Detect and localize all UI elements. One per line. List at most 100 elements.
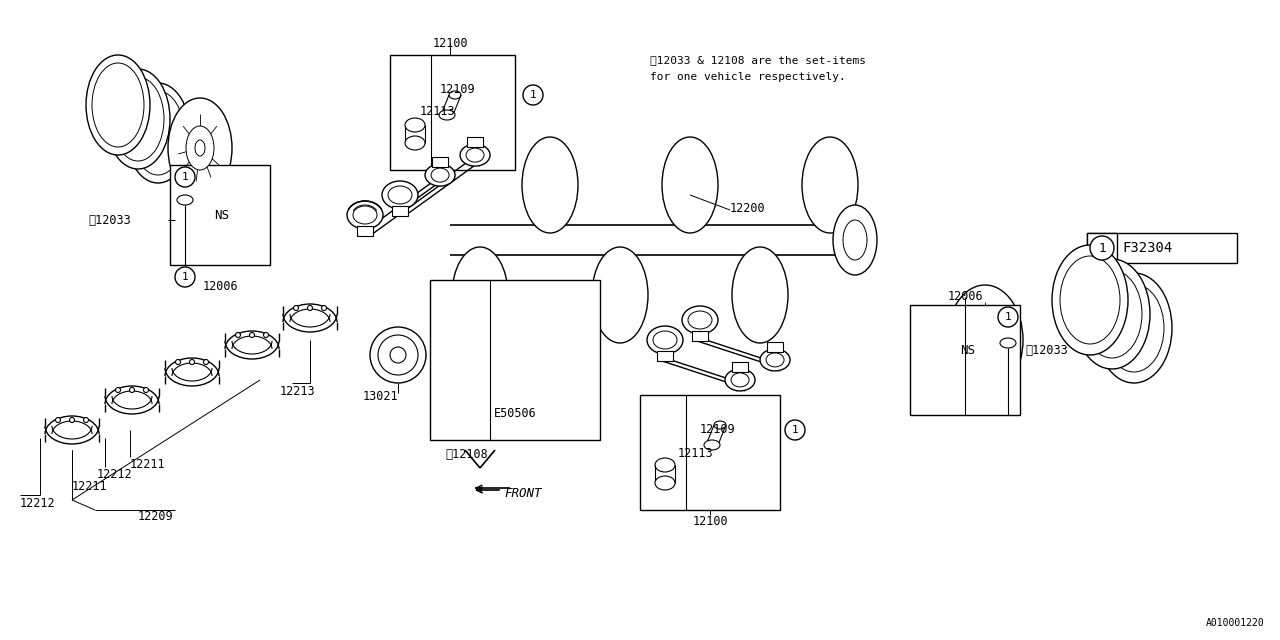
Text: 1: 1 — [182, 272, 188, 282]
Ellipse shape — [132, 91, 184, 175]
Text: 12100: 12100 — [433, 37, 467, 50]
Text: ※12033 & 12108 are the set-items: ※12033 & 12108 are the set-items — [650, 55, 867, 65]
Circle shape — [175, 167, 195, 187]
Text: NS: NS — [215, 209, 229, 221]
Ellipse shape — [765, 353, 785, 367]
Bar — [430, 280, 600, 440]
Bar — [433, 157, 448, 167]
Text: for one vehicle respectively.: for one vehicle respectively. — [650, 72, 846, 82]
Circle shape — [69, 417, 74, 422]
Bar — [357, 226, 372, 236]
Bar — [170, 165, 270, 265]
Ellipse shape — [646, 326, 684, 354]
Ellipse shape — [195, 140, 205, 156]
Text: 1: 1 — [182, 172, 188, 182]
Ellipse shape — [177, 195, 193, 205]
Text: 12006: 12006 — [947, 290, 983, 303]
Ellipse shape — [86, 55, 150, 155]
Ellipse shape — [724, 369, 755, 391]
Text: ※12033: ※12033 — [1025, 344, 1068, 356]
Text: 12113: 12113 — [678, 447, 714, 460]
Ellipse shape — [979, 331, 991, 349]
Text: 12211: 12211 — [72, 480, 108, 493]
Text: 12212: 12212 — [97, 468, 133, 481]
Circle shape — [264, 333, 269, 337]
Ellipse shape — [452, 247, 508, 343]
Text: ※12108: ※12108 — [445, 448, 488, 461]
Ellipse shape — [1060, 256, 1120, 344]
Bar — [1087, 233, 1117, 263]
Text: A010001220: A010001220 — [1206, 618, 1265, 628]
Circle shape — [115, 387, 120, 392]
Circle shape — [1091, 236, 1114, 260]
Text: NS: NS — [960, 344, 975, 356]
Ellipse shape — [833, 205, 877, 275]
Circle shape — [370, 327, 426, 383]
Circle shape — [175, 267, 195, 287]
Circle shape — [378, 335, 419, 375]
Ellipse shape — [844, 220, 867, 260]
Circle shape — [998, 307, 1018, 327]
Text: 1: 1 — [791, 425, 799, 435]
Bar — [732, 362, 748, 372]
Ellipse shape — [186, 126, 214, 170]
Circle shape — [390, 347, 406, 363]
Ellipse shape — [460, 144, 490, 166]
Ellipse shape — [439, 110, 454, 120]
Ellipse shape — [125, 83, 189, 183]
Text: 13021: 13021 — [362, 390, 398, 403]
Ellipse shape — [168, 98, 232, 198]
Text: E50506: E50506 — [494, 407, 536, 420]
Text: F32304: F32304 — [1123, 241, 1172, 255]
Text: 12006: 12006 — [202, 280, 238, 293]
Ellipse shape — [682, 306, 718, 334]
Ellipse shape — [662, 137, 718, 233]
Circle shape — [236, 333, 241, 337]
Bar — [392, 206, 408, 216]
Text: 1: 1 — [530, 90, 536, 100]
Ellipse shape — [1000, 338, 1016, 348]
Ellipse shape — [1052, 245, 1128, 355]
Ellipse shape — [760, 349, 790, 371]
Circle shape — [143, 387, 148, 392]
Ellipse shape — [425, 164, 456, 186]
Ellipse shape — [113, 77, 164, 161]
Text: 12100: 12100 — [692, 515, 728, 528]
Circle shape — [321, 305, 326, 310]
Ellipse shape — [388, 186, 412, 204]
Bar — [767, 342, 783, 352]
Ellipse shape — [591, 247, 648, 343]
Text: 12113: 12113 — [420, 105, 456, 118]
Ellipse shape — [381, 181, 419, 209]
Circle shape — [129, 387, 134, 392]
Bar — [467, 137, 483, 147]
Circle shape — [55, 417, 60, 422]
Ellipse shape — [1096, 273, 1172, 383]
Text: 12213: 12213 — [280, 385, 316, 398]
Ellipse shape — [731, 373, 749, 387]
Text: FRONT: FRONT — [504, 486, 541, 499]
Bar — [640, 395, 780, 510]
Ellipse shape — [969, 316, 1001, 364]
Bar — [692, 331, 708, 341]
Bar — [910, 305, 1020, 415]
Ellipse shape — [689, 311, 712, 329]
Bar — [390, 55, 515, 170]
Circle shape — [204, 360, 209, 365]
Circle shape — [175, 360, 180, 365]
Circle shape — [307, 305, 312, 310]
Ellipse shape — [803, 137, 858, 233]
Bar — [657, 351, 673, 361]
Ellipse shape — [655, 458, 675, 472]
Ellipse shape — [732, 247, 788, 343]
Ellipse shape — [655, 476, 675, 490]
Circle shape — [189, 360, 195, 365]
Circle shape — [785, 420, 805, 440]
Ellipse shape — [1103, 284, 1164, 372]
Ellipse shape — [1074, 259, 1149, 369]
Ellipse shape — [106, 69, 170, 169]
Text: 12109: 12109 — [440, 83, 476, 96]
Circle shape — [293, 305, 298, 310]
Ellipse shape — [92, 63, 145, 147]
Ellipse shape — [449, 91, 461, 99]
